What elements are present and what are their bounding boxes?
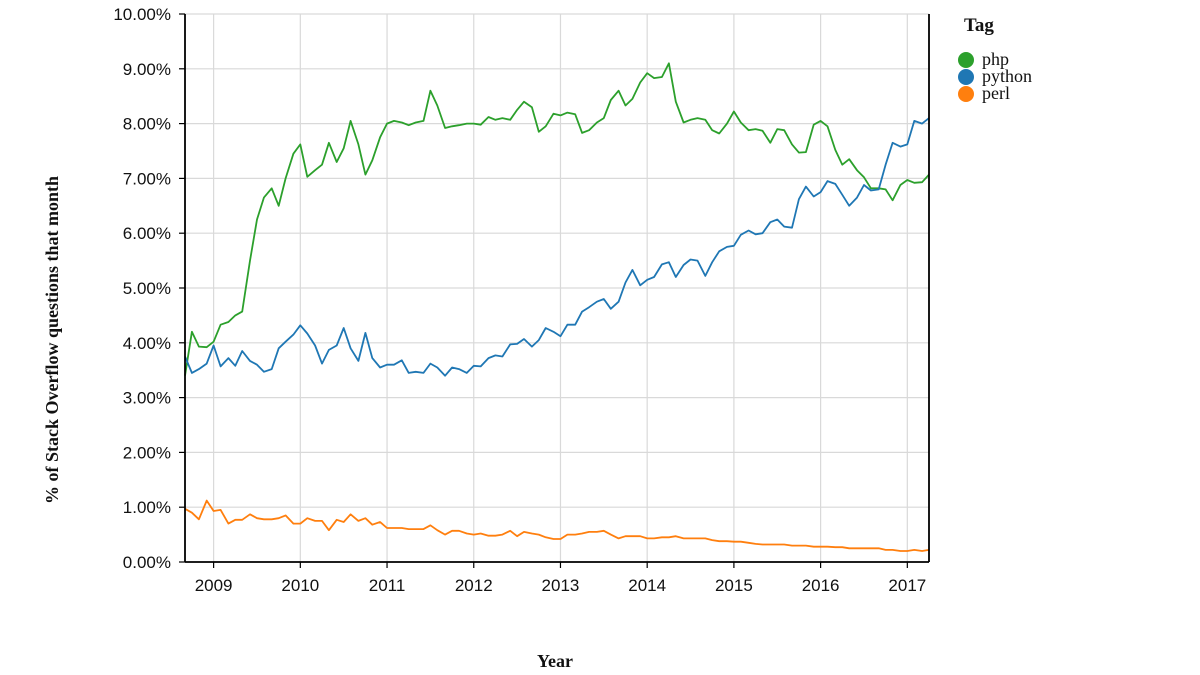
y-tick-label: 6.00% <box>123 224 171 243</box>
legend-item-php: php <box>958 49 1009 69</box>
grid <box>185 13 929 563</box>
x-tick-label: 2013 <box>542 576 580 595</box>
legend-swatch <box>958 69 974 85</box>
x-tick-label: 2014 <box>628 576 666 595</box>
x-tick-label: 2015 <box>715 576 753 595</box>
y-tick-label: 10.00% <box>113 5 171 24</box>
legend-label: perl <box>982 83 1010 103</box>
series-line-php <box>184 62 930 376</box>
y-tick-label: 5.00% <box>123 279 171 298</box>
y-tick-label: 0.00% <box>123 553 171 572</box>
x-tick-label: 2016 <box>802 576 840 595</box>
legend-swatch <box>958 86 974 102</box>
axes <box>179 13 930 568</box>
x-tick-label: 2010 <box>281 576 319 595</box>
y-tick-label: 1.00% <box>123 498 171 517</box>
y-axis-title: % of Stack Overflow questions that month <box>42 176 62 504</box>
legend-swatch <box>958 52 974 68</box>
x-tick-label: 2017 <box>888 576 926 595</box>
y-tick-label: 8.00% <box>123 115 171 134</box>
x-tick-label: 2011 <box>369 576 406 595</box>
legend-item-perl: perl <box>958 83 1010 103</box>
legend-label: php <box>982 49 1009 69</box>
series-line-python <box>184 117 930 377</box>
legend-item-python: python <box>958 66 1032 86</box>
x-axis-title: Year <box>537 651 573 671</box>
x-tick-label: 2009 <box>195 576 233 595</box>
y-tick-label: 9.00% <box>123 60 171 79</box>
legend-label: python <box>982 66 1032 86</box>
y-tick-label: 3.00% <box>123 389 171 408</box>
legend-title: Tag <box>964 15 994 36</box>
y-tick-label: 7.00% <box>123 169 171 188</box>
series-line-perl <box>184 499 930 552</box>
y-tick-label: 4.00% <box>123 334 171 353</box>
series-lines <box>184 62 930 552</box>
y-tick-label: 2.00% <box>123 443 171 462</box>
tick-labels: 0.00% 1.00% 2.00% 3.00% 4.00% 5.00% 6.00% 7.00%… <box>113 5 926 595</box>
x-tick-label: 2012 <box>455 576 493 595</box>
